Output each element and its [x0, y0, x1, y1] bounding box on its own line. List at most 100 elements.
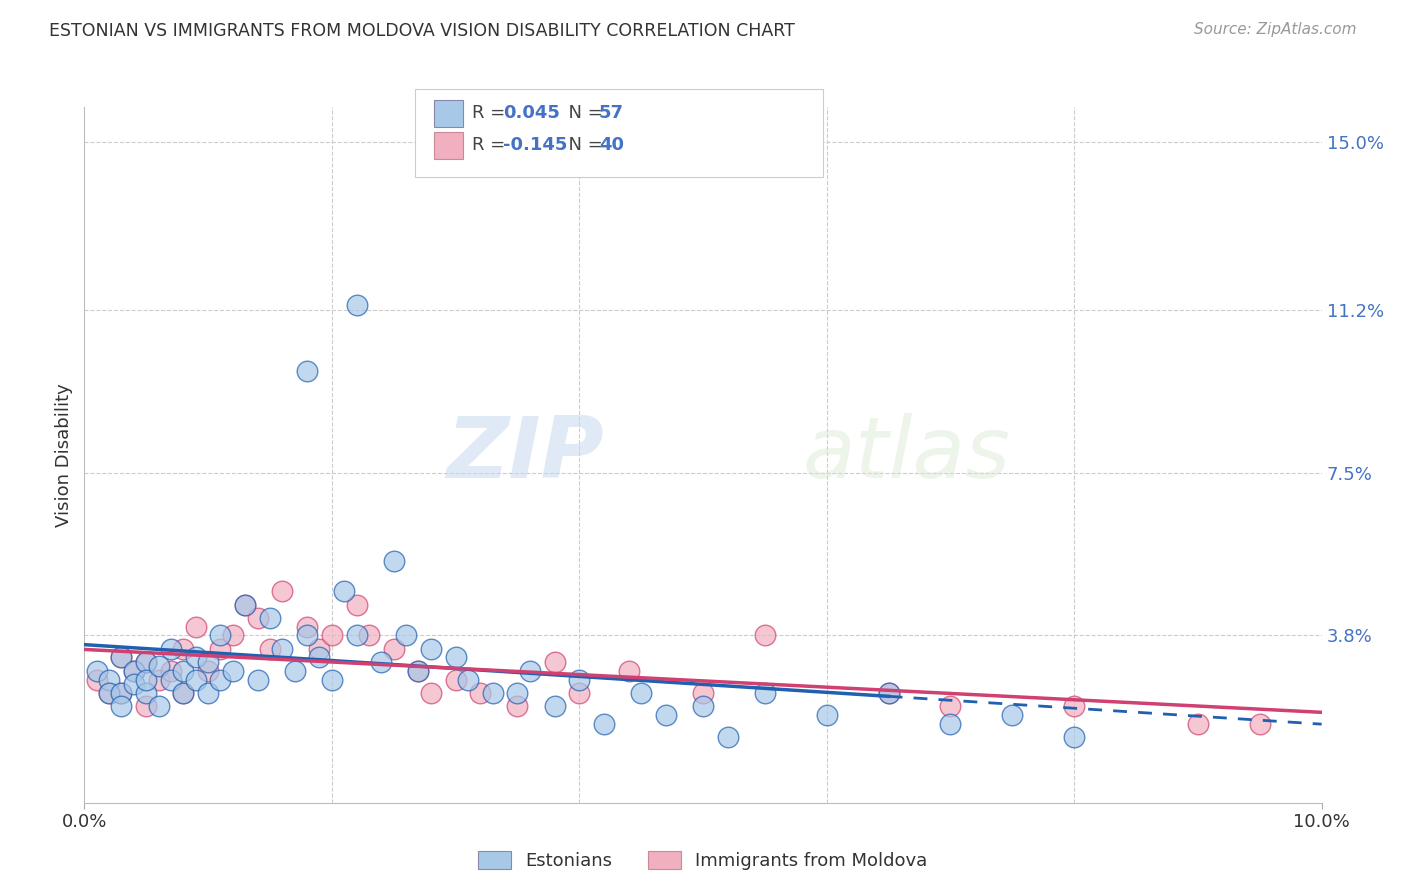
- Point: [308, 641, 330, 656]
- Point: [122, 677, 145, 691]
- Point: [246, 611, 269, 625]
- Point: [419, 641, 441, 656]
- Point: [321, 628, 343, 642]
- Legend: Estonians, Immigrants from Moldova: Estonians, Immigrants from Moldova: [471, 844, 935, 877]
- Point: [655, 707, 678, 722]
- Point: [593, 716, 616, 731]
- Point: [754, 686, 776, 700]
- Point: [295, 620, 318, 634]
- Point: [308, 650, 330, 665]
- Point: [382, 641, 405, 656]
- Point: [877, 686, 900, 700]
- Point: [135, 655, 157, 669]
- Point: [506, 686, 529, 700]
- Point: [543, 698, 565, 713]
- Point: [209, 641, 232, 656]
- Text: R =: R =: [472, 136, 512, 154]
- Point: [271, 641, 294, 656]
- Point: [209, 673, 232, 687]
- Point: [1063, 730, 1085, 744]
- Text: R =: R =: [472, 104, 512, 122]
- Point: [148, 659, 170, 673]
- Point: [284, 664, 307, 678]
- Point: [939, 716, 962, 731]
- Point: [184, 620, 207, 634]
- Text: Source: ZipAtlas.com: Source: ZipAtlas.com: [1194, 22, 1357, 37]
- Point: [160, 673, 183, 687]
- Point: [86, 664, 108, 678]
- Point: [110, 698, 132, 713]
- Point: [86, 673, 108, 687]
- Point: [197, 664, 219, 678]
- Point: [815, 707, 838, 722]
- Point: [617, 664, 640, 678]
- Point: [222, 628, 245, 642]
- Text: N =: N =: [557, 136, 609, 154]
- Point: [877, 686, 900, 700]
- Point: [939, 698, 962, 713]
- Point: [197, 686, 219, 700]
- Point: [419, 686, 441, 700]
- Point: [110, 650, 132, 665]
- Point: [346, 628, 368, 642]
- Point: [172, 641, 194, 656]
- Point: [222, 664, 245, 678]
- Point: [481, 686, 503, 700]
- Point: [692, 686, 714, 700]
- Point: [148, 673, 170, 687]
- Text: 40: 40: [599, 136, 624, 154]
- Point: [98, 686, 121, 700]
- Point: [382, 553, 405, 567]
- Point: [110, 686, 132, 700]
- Point: [98, 673, 121, 687]
- Point: [135, 698, 157, 713]
- Point: [395, 628, 418, 642]
- Point: [568, 673, 591, 687]
- Point: [295, 628, 318, 642]
- Point: [519, 664, 541, 678]
- Point: [233, 598, 256, 612]
- Point: [122, 664, 145, 678]
- Point: [692, 698, 714, 713]
- Point: [110, 650, 132, 665]
- Text: 0.045: 0.045: [503, 104, 560, 122]
- Point: [333, 584, 356, 599]
- Point: [172, 664, 194, 678]
- Point: [160, 664, 183, 678]
- Point: [408, 664, 430, 678]
- Point: [209, 628, 232, 642]
- Point: [295, 364, 318, 378]
- Point: [444, 673, 467, 687]
- Text: ZIP: ZIP: [446, 413, 605, 497]
- Point: [197, 655, 219, 669]
- Point: [172, 686, 194, 700]
- Point: [370, 655, 392, 669]
- Text: atlas: atlas: [801, 413, 1010, 497]
- Point: [543, 655, 565, 669]
- Point: [470, 686, 492, 700]
- Point: [135, 673, 157, 687]
- Point: [172, 686, 194, 700]
- Point: [321, 673, 343, 687]
- Point: [506, 698, 529, 713]
- Point: [1063, 698, 1085, 713]
- Y-axis label: Vision Disability: Vision Disability: [55, 383, 73, 527]
- Text: ESTONIAN VS IMMIGRANTS FROM MOLDOVA VISION DISABILITY CORRELATION CHART: ESTONIAN VS IMMIGRANTS FROM MOLDOVA VISI…: [49, 22, 794, 40]
- Point: [568, 686, 591, 700]
- Text: N =: N =: [557, 104, 609, 122]
- Point: [122, 664, 145, 678]
- Point: [346, 598, 368, 612]
- Point: [98, 686, 121, 700]
- Point: [148, 698, 170, 713]
- Point: [259, 641, 281, 656]
- Point: [160, 641, 183, 656]
- Point: [630, 686, 652, 700]
- Point: [259, 611, 281, 625]
- Point: [717, 730, 740, 744]
- Point: [184, 650, 207, 665]
- Point: [754, 628, 776, 642]
- Point: [408, 664, 430, 678]
- Point: [246, 673, 269, 687]
- Text: -0.145: -0.145: [503, 136, 568, 154]
- Point: [1001, 707, 1024, 722]
